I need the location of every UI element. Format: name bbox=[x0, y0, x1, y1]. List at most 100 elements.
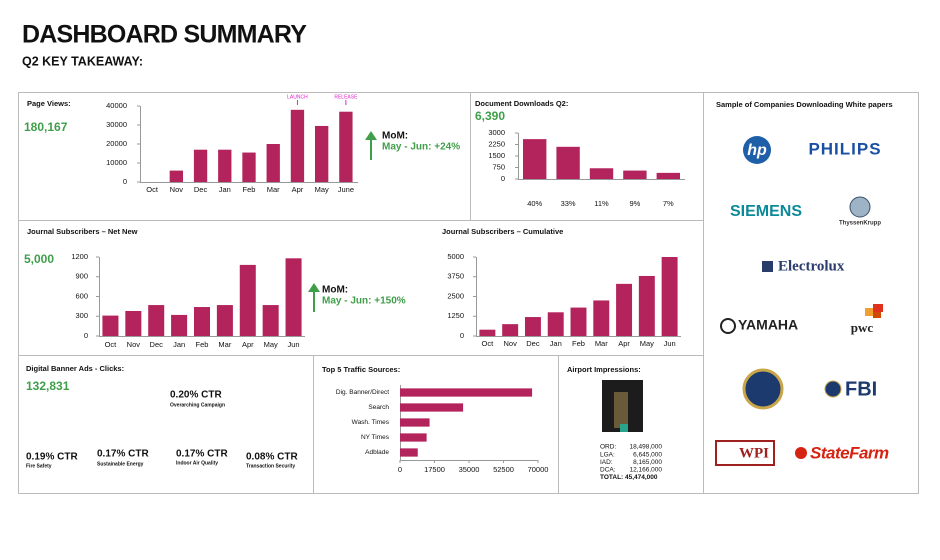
bar bbox=[400, 403, 464, 412]
y-tick-label: 10000 bbox=[106, 158, 127, 167]
x-tick-label: 52500 bbox=[493, 465, 514, 474]
y-tick-label: 2250 bbox=[488, 139, 505, 148]
panel-title: Page Views: bbox=[27, 99, 71, 108]
x-tick-label: 0 bbox=[398, 465, 402, 474]
x-tick-label: Oct bbox=[146, 185, 159, 194]
y-tick-label: 1200 bbox=[71, 252, 88, 261]
x-tick-label: Apr bbox=[292, 185, 304, 194]
logo-badge bbox=[795, 447, 807, 459]
x-tick-label: Dec bbox=[526, 339, 540, 348]
airport-value: 8,165,000 bbox=[633, 459, 662, 466]
bar bbox=[556, 146, 580, 179]
y-tick-label: 30000 bbox=[106, 120, 127, 129]
ctr-label: Sustainable Energy bbox=[97, 461, 144, 467]
x-tick-label: Nov bbox=[170, 185, 184, 194]
airport-value: 18,498,000 bbox=[629, 444, 662, 451]
y-tick-label: Adblade bbox=[365, 449, 389, 456]
bar bbox=[239, 264, 256, 336]
y-tick-label: 0 bbox=[501, 174, 505, 183]
airport-code: DCA: bbox=[600, 467, 616, 474]
y-tick-label: 900 bbox=[75, 272, 88, 281]
x-tick-label: Feb bbox=[572, 339, 585, 348]
x-tick-label: Jan bbox=[550, 339, 562, 348]
x-tick-label: 11% bbox=[594, 199, 609, 208]
kpi-total: 132,831 bbox=[26, 379, 70, 393]
bar bbox=[315, 125, 329, 182]
x-tick-label: Nov bbox=[503, 339, 517, 348]
page-subtitle: Q2 KEY TAKEAWAY: bbox=[22, 54, 143, 68]
y-tick-label: 0 bbox=[84, 331, 88, 340]
logo: YAMAHA bbox=[738, 317, 798, 333]
panel-title: Airport Impressions: bbox=[567, 365, 641, 374]
y-tick-label: 5000 bbox=[447, 252, 464, 261]
bar bbox=[623, 170, 647, 179]
x-tick-label: Apr bbox=[618, 339, 630, 348]
bar bbox=[589, 168, 614, 179]
airport-code: IAD: bbox=[600, 459, 613, 466]
logo-badge bbox=[720, 318, 736, 334]
y-tick-label: 600 bbox=[75, 291, 88, 300]
mom-text: May - Jun: +24% bbox=[382, 142, 460, 153]
mom-title: MoM: bbox=[322, 285, 348, 296]
x-tick-label: 35000 bbox=[459, 465, 480, 474]
x-tick-label: 33% bbox=[561, 199, 576, 208]
x-tick-label: Mar bbox=[218, 340, 231, 349]
ctr-value: 0.20% CTR bbox=[170, 390, 222, 401]
airport-code: TOTAL: bbox=[600, 474, 623, 481]
logo-seal bbox=[742, 368, 784, 410]
x-tick-label: Nov bbox=[127, 340, 141, 349]
y-tick-label: Search bbox=[368, 404, 389, 411]
bar bbox=[262, 305, 279, 336]
logo: PHILIPS bbox=[808, 139, 881, 158]
y-tick-label: Dig. Banner/Direct bbox=[336, 389, 389, 396]
bar bbox=[638, 275, 655, 336]
bar bbox=[171, 314, 188, 336]
bar bbox=[400, 418, 430, 427]
airport-table: ORD: 18,498,000 LGA: 6,645,000 IAD: 8,165,000… bbox=[600, 444, 662, 481]
ctr-value: 0.17% CTR bbox=[176, 449, 228, 460]
logo-badge bbox=[849, 196, 871, 218]
kpi-total: 6,390 bbox=[475, 109, 505, 123]
ctr-value: 0.19% CTR bbox=[26, 452, 78, 463]
x-tick-label: Jan bbox=[173, 340, 185, 349]
bar bbox=[524, 317, 541, 336]
bar bbox=[169, 170, 183, 182]
x-tick-label: 40% bbox=[527, 199, 542, 208]
bar bbox=[266, 144, 280, 182]
panel-title: Sample of Companies Downloading White pa… bbox=[716, 100, 893, 109]
logo: SIEMENS bbox=[730, 203, 802, 220]
y-tick-label: 300 bbox=[75, 311, 88, 320]
bar bbox=[242, 152, 256, 182]
mom-title: MoM: bbox=[382, 131, 408, 142]
mom-arrow bbox=[308, 283, 320, 312]
x-tick-label: Feb bbox=[243, 185, 256, 194]
y-tick-label: 0 bbox=[460, 331, 464, 340]
bar bbox=[570, 307, 587, 336]
panel-title: Journal Subscribers – Net New bbox=[27, 227, 138, 236]
airport-code: LGA: bbox=[600, 451, 615, 458]
x-tick-label: Mar bbox=[595, 339, 608, 348]
bar bbox=[102, 315, 119, 336]
page-title: DASHBOARD SUMMARY bbox=[22, 21, 307, 49]
mom-text: May - Jun: +150% bbox=[322, 296, 406, 307]
ctr-label: Fire Safety bbox=[26, 463, 52, 469]
bar bbox=[125, 310, 142, 336]
x-tick-label: May bbox=[640, 339, 654, 348]
logo: WPI bbox=[739, 445, 769, 461]
x-tick-label: May bbox=[264, 340, 278, 349]
panel-frames bbox=[18, 92, 919, 494]
x-tick-label: 17500 bbox=[424, 465, 445, 474]
x-tick-label: Dec bbox=[194, 185, 208, 194]
y-tick-label: Wash. Times bbox=[352, 419, 390, 426]
bar bbox=[547, 312, 564, 336]
logo: FBI bbox=[845, 378, 877, 400]
bar bbox=[285, 258, 302, 336]
airport-value: 6,645,000 bbox=[633, 451, 662, 458]
y-tick-label: 3000 bbox=[488, 128, 505, 137]
ctr-value: 0.08% CTR bbox=[246, 452, 298, 463]
ctr-label: Transaction Security bbox=[246, 463, 295, 469]
logo-badge bbox=[743, 136, 771, 164]
bar bbox=[148, 305, 165, 336]
airport-value: 12,166,000 bbox=[629, 467, 662, 474]
